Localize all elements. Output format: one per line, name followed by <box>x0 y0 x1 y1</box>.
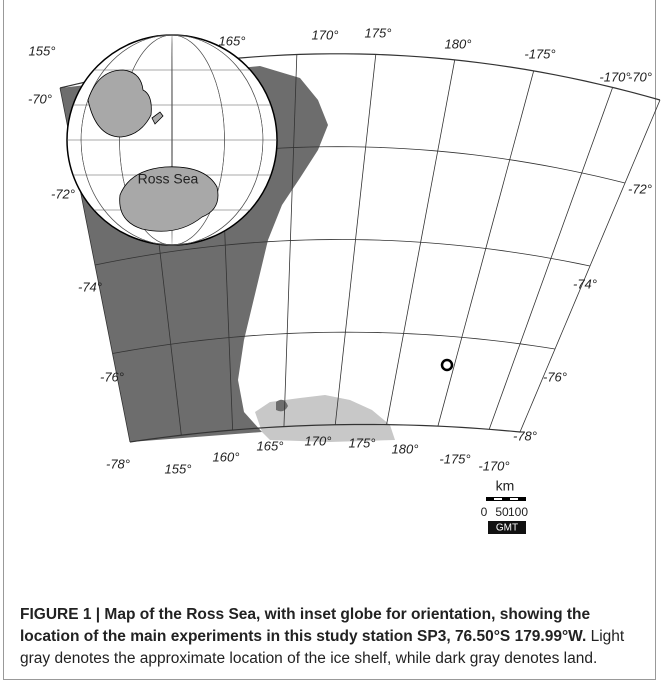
scale-tick-label: 100 <box>508 505 528 519</box>
longitude-label: -175° <box>524 46 555 61</box>
meridian <box>386 59 456 425</box>
latitude-label: -78° <box>513 428 537 443</box>
credit-box <box>488 521 526 534</box>
meridian <box>334 54 377 425</box>
figure-frame <box>3 0 656 680</box>
longitude-label: 160° <box>213 449 240 464</box>
latitude-label: -78° <box>106 456 130 471</box>
map-labels: -70° -72° -74° -76° -78° -70° -72° -74° -76° -78°… <box>28 25 652 534</box>
ice-shelf <box>255 395 395 442</box>
scale-tick-label: 50 <box>495 505 509 519</box>
longitude-label: 165° <box>219 33 246 48</box>
latitude-label: -72° <box>51 186 75 201</box>
map: Ross Sea -70° -72° -74° -76° -78° -70° -72° -74… <box>28 25 661 534</box>
inset-globe: Ross Sea <box>66 34 278 246</box>
longitude-label: -170° <box>599 69 630 84</box>
longitude-label: -170° <box>478 458 509 473</box>
longitude-label: 180° <box>445 36 472 51</box>
scale-bar-segment <box>510 498 518 500</box>
caption-bold: FIGURE 1 | Map of the Ross Sea, with ins… <box>20 606 591 645</box>
inset-label: Ross Sea <box>138 171 199 187</box>
longitude-label: 165° <box>257 438 284 453</box>
scale-bar: km 0 50 100 GMT <box>481 478 528 534</box>
parallel <box>129 423 521 443</box>
meridian <box>519 99 661 433</box>
scale-bar-segment <box>494 498 502 500</box>
latitude-label: -70° <box>628 69 652 84</box>
latitude-label: -74° <box>78 279 102 294</box>
meridian <box>488 87 614 430</box>
longitude-label: 175° <box>349 435 376 450</box>
caption-text: Light gray denotes the approximate locat… <box>20 628 625 667</box>
longitude-label: -175° <box>439 451 470 466</box>
latitude-label: -76° <box>543 369 567 384</box>
meridian <box>283 54 298 427</box>
longitude-label: 170° <box>312 27 339 42</box>
globe-antarctica <box>119 166 219 232</box>
map-base: Ross Sea <box>59 34 661 443</box>
credit-label: GMT <box>496 523 518 534</box>
meridian <box>437 70 535 427</box>
parallel <box>112 331 556 354</box>
longitude-label: 175° <box>365 25 392 40</box>
latitude-label: -70° <box>28 91 52 106</box>
caption: FIGURE 1 | Map of the Ross Sea, with ins… <box>20 604 645 670</box>
longitude-label: 180° <box>392 441 419 456</box>
longitude-label: 155° <box>29 43 56 58</box>
longitude-label: 155° <box>165 461 192 476</box>
station-marker <box>440 358 454 372</box>
latitude-label: -72° <box>628 181 652 196</box>
scale-bar-line <box>486 497 526 501</box>
globe-new-zealand <box>151 111 164 125</box>
parallel <box>94 239 591 267</box>
latitude-label: -76° <box>100 369 124 384</box>
globe-australia <box>87 69 152 138</box>
scale-unit: km <box>496 478 515 494</box>
scale-tick-label: 0 <box>481 505 488 519</box>
latitude-label: -74° <box>573 276 597 291</box>
longitude-label: 170° <box>305 433 332 448</box>
